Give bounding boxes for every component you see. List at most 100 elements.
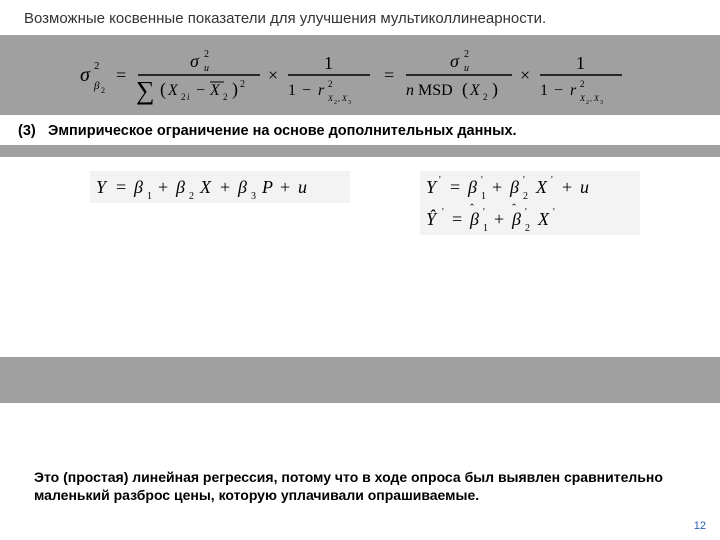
svg-text:2: 2 (464, 49, 469, 60)
svg-text:': ' (483, 207, 485, 218)
svg-text:β: β (237, 177, 247, 197)
svg-text:2: 2 (101, 86, 105, 95)
svg-text:n: n (406, 82, 414, 99)
svg-text:1: 1 (147, 191, 152, 202)
svg-text:β: β (93, 80, 100, 92)
svg-text:2: 2 (189, 191, 194, 202)
svg-text:−: − (196, 82, 205, 99)
svg-text:+: + (158, 177, 168, 197)
svg-text:X: X (537, 209, 550, 229)
svg-text:u: u (298, 177, 307, 197)
svg-text:): ) (492, 79, 498, 100)
svg-text:u: u (580, 177, 589, 197)
svg-text:3: 3 (600, 100, 603, 105)
svg-text:X: X (593, 94, 600, 103)
svg-text:+: + (494, 209, 504, 229)
svg-text:−: − (554, 82, 563, 99)
page-number: 12 (694, 520, 706, 532)
item-label: Эмпирическое ограничение на основе допол… (48, 123, 517, 139)
svg-text:': ' (553, 207, 555, 218)
equation-right: Y ' = β ' 1 + β ' 2 X ' + u Ŷ ' = β ˆ (420, 171, 640, 235)
svg-text:2: 2 (94, 60, 100, 72)
svg-text:=: = (384, 65, 394, 85)
svg-text:X: X (535, 177, 548, 197)
svg-text:2: 2 (523, 191, 528, 202)
svg-text:': ' (525, 207, 527, 218)
svg-text:r: r (570, 82, 577, 99)
svg-text:1: 1 (483, 223, 488, 234)
svg-text:σ: σ (450, 51, 460, 71)
svg-text:': ' (439, 175, 441, 186)
svg-text:2: 2 (240, 79, 245, 90)
svg-text:=: = (450, 177, 460, 197)
svg-text:×: × (268, 65, 278, 85)
svg-text:2: 2 (223, 92, 228, 102)
svg-text:X: X (199, 177, 212, 197)
svg-text:1: 1 (288, 82, 296, 99)
svg-text:': ' (442, 207, 444, 218)
svg-text:β: β (467, 177, 477, 197)
svg-text:2: 2 (525, 223, 530, 234)
equation-left: Y = β 1 + β 2 X + β 3 P + u (90, 171, 350, 203)
svg-text:β: β (133, 177, 143, 197)
svg-text:+: + (562, 177, 572, 197)
svg-text:1: 1 (576, 53, 585, 73)
lower-band (0, 357, 720, 403)
svg-text:+: + (280, 177, 290, 197)
svg-text:1: 1 (481, 191, 486, 202)
svg-text:2: 2 (483, 92, 488, 102)
svg-text:2: 2 (204, 49, 209, 60)
item-number: (3) (18, 123, 48, 139)
svg-text:): ) (232, 79, 238, 100)
svg-text:X: X (167, 82, 179, 99)
svg-text:u: u (204, 63, 209, 74)
svg-text:ˆ: ˆ (512, 201, 516, 215)
svg-text:β: β (509, 177, 519, 197)
svg-text:=: = (452, 209, 462, 229)
page-title: Возможные косвенные показатели для улучш… (0, 0, 720, 35)
svg-text:∑: ∑ (136, 76, 155, 105)
svg-text:2: 2 (328, 79, 333, 89)
svg-text:−: − (302, 82, 311, 99)
svg-text:,: , (590, 94, 592, 103)
item-line: (3) Эмпирическое ограничение на основе д… (0, 115, 720, 145)
svg-text:=: = (116, 177, 126, 197)
svg-text:Y: Y (426, 177, 438, 197)
svg-text:3: 3 (251, 191, 256, 202)
svg-text:u: u (464, 63, 469, 74)
svg-text:,: , (338, 94, 340, 103)
svg-text:(: ( (160, 79, 166, 100)
svg-text:2: 2 (334, 100, 337, 105)
svg-text:X: X (341, 94, 348, 103)
svg-text:': ' (523, 175, 525, 186)
svg-text:2: 2 (580, 79, 585, 89)
svg-text:3: 3 (348, 100, 351, 105)
svg-text:X: X (209, 82, 221, 99)
svg-text:+: + (220, 177, 230, 197)
svg-text:Y: Y (96, 177, 108, 197)
svg-text:Ŷ: Ŷ (426, 208, 438, 229)
svg-text:ˆ: ˆ (470, 201, 474, 215)
svg-text:': ' (551, 175, 553, 186)
svg-text:MSD: MSD (418, 82, 453, 99)
divider-band (0, 145, 720, 157)
svg-text:×: × (520, 65, 530, 85)
svg-text:X: X (327, 94, 334, 103)
variance-formula: σ 2 β 2 = σ 2 u ∑ ( X 2 i − X (80, 45, 640, 105)
svg-text:2: 2 (181, 92, 186, 102)
svg-text:r: r (318, 82, 325, 99)
footer-text: Это (простая) линейная регрессия, потому… (34, 469, 680, 504)
svg-text:1: 1 (540, 82, 548, 99)
svg-text:i: i (187, 92, 190, 102)
svg-text:2: 2 (586, 100, 589, 105)
svg-text:σ: σ (190, 51, 200, 71)
svg-text:+: + (492, 177, 502, 197)
formula-band: σ 2 β 2 = σ 2 u ∑ ( X 2 i − X (0, 35, 720, 115)
svg-text:X: X (579, 94, 586, 103)
svg-text:X: X (469, 82, 481, 99)
svg-text:σ: σ (80, 64, 91, 86)
svg-text:(: ( (462, 79, 468, 100)
svg-text:=: = (116, 65, 126, 85)
svg-text:': ' (481, 175, 483, 186)
svg-text:1: 1 (324, 53, 333, 73)
